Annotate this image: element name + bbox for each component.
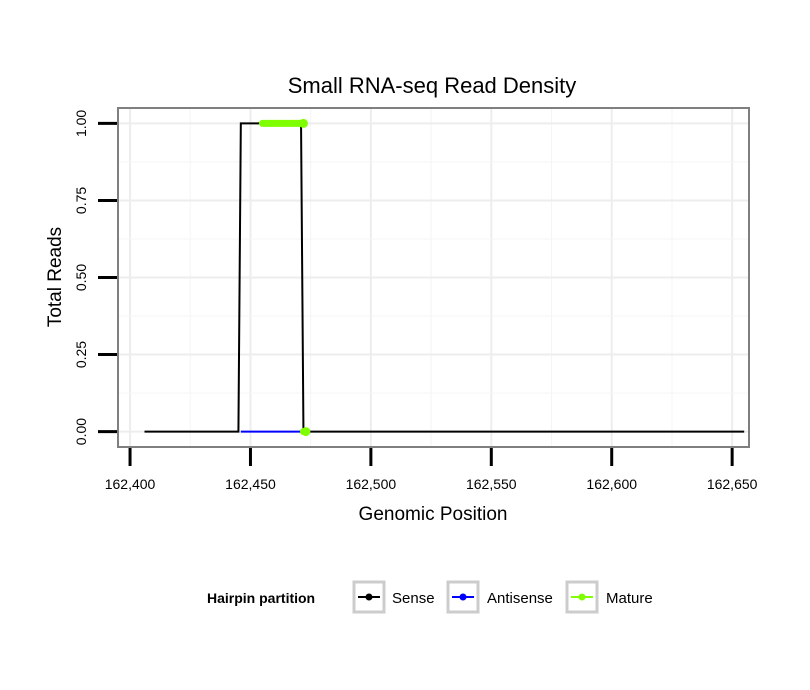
legend-label-antisense: Antisense [487, 590, 553, 607]
x-axis-title: Genomic Position [359, 504, 508, 525]
legend-title: Hairpin partition [207, 590, 315, 606]
legend: Hairpin partition Sense Antisense Mature [207, 580, 653, 614]
x-tick-label: 162,650 [707, 476, 758, 492]
x-tick-label: 162,500 [346, 476, 397, 492]
y-tick-label: 0.25 [73, 341, 89, 368]
y-tick-label: 0.75 [73, 187, 89, 214]
series-mature-point [301, 427, 311, 437]
legend-label-mature: Mature [606, 590, 653, 607]
grid [118, 108, 749, 447]
x-tick-label: 162,550 [466, 476, 517, 492]
y-tick-label: 0.00 [73, 418, 89, 445]
x-tick-label: 162,450 [225, 476, 276, 492]
chart-title: Small RNA-seq Read Density [288, 73, 577, 98]
y-axis: 0.00 0.25 0.50 0.75 1.00 [73, 110, 117, 445]
plot-panel-border [117, 107, 750, 448]
series-mature-point [298, 118, 308, 128]
x-tick-label: 162,600 [586, 476, 637, 492]
y-tick-label: 1.00 [73, 110, 89, 137]
x-axis: 162,400 162,450 162,500 162,550 162,600 162,6… [105, 448, 758, 492]
x-tick-label: 162,400 [105, 476, 156, 492]
legend-point-antisense [459, 593, 467, 601]
legend-item-antisense: Antisense [446, 580, 553, 614]
y-tick-label: 0.50 [73, 264, 89, 291]
legend-item-sense: Sense [352, 580, 435, 614]
legend-point-mature [578, 593, 586, 601]
legend-item-mature: Mature [565, 580, 653, 614]
legend-label-sense: Sense [392, 590, 435, 607]
legend-point-sense [365, 593, 373, 601]
series [144, 118, 745, 437]
y-axis-title: Total Reads [45, 227, 66, 327]
